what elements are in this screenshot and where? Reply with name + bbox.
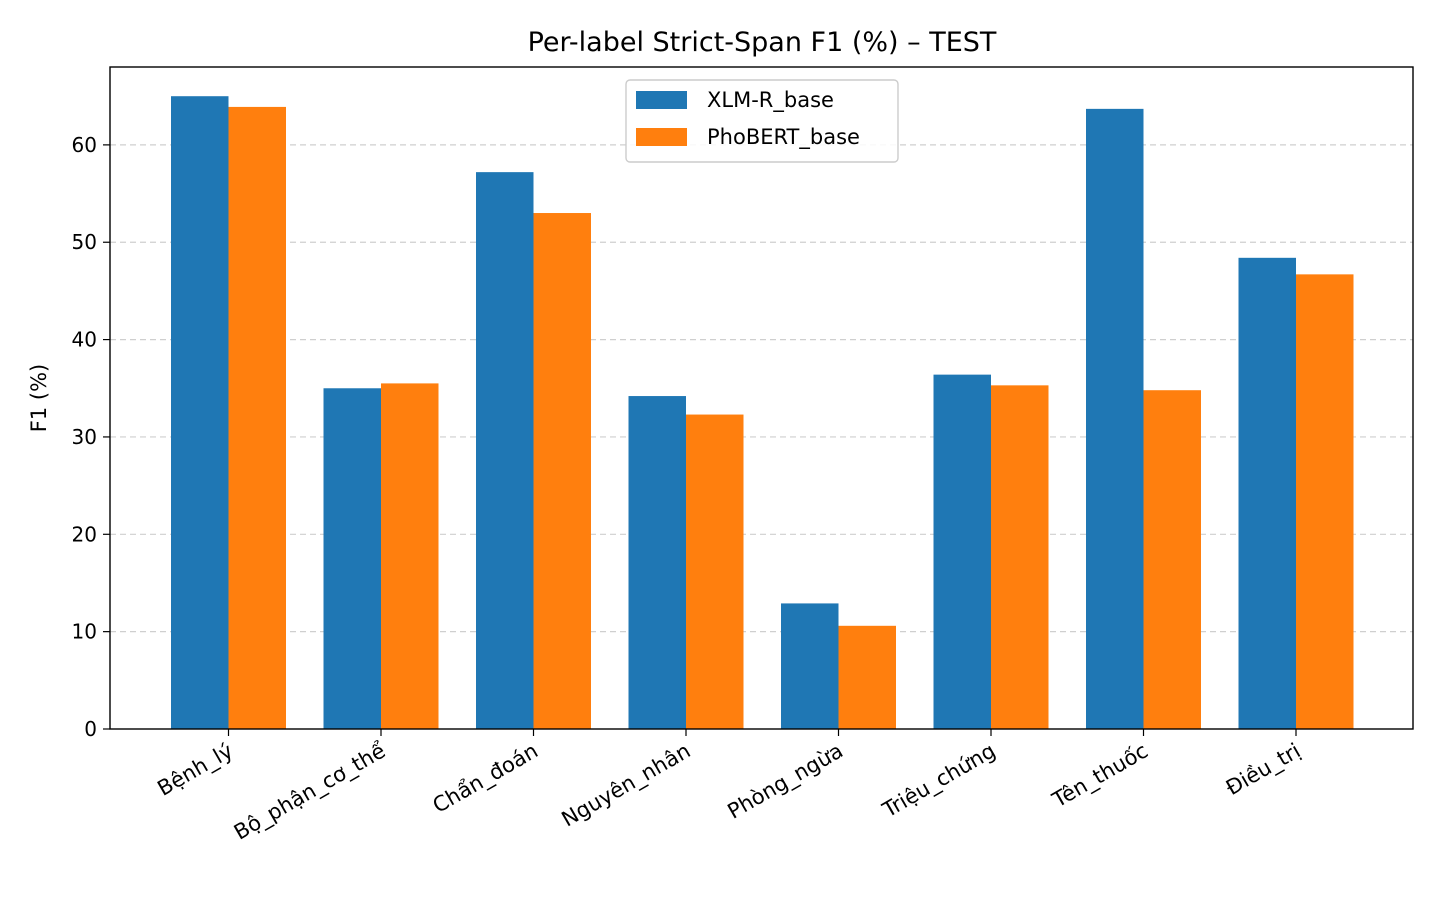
x-tick-label: Bộ_phận_cơ_thể: [230, 739, 390, 846]
y-tick-label: 10: [72, 620, 97, 644]
bar-xlmr: [476, 172, 534, 729]
bar-xlmr: [171, 96, 229, 730]
y-tick-label: 50: [72, 230, 97, 254]
legend-swatch: [636, 128, 687, 146]
x-tick-label: Phòng_ngừa: [723, 739, 847, 825]
x-tick-label: Bệnh_lý: [153, 739, 237, 802]
bar-phobert: [381, 383, 439, 729]
bar-phobert: [838, 625, 896, 729]
legend-swatch: [636, 91, 687, 109]
bar-xlmr: [781, 603, 839, 729]
bar-phobert: [1296, 274, 1354, 729]
bar-phobert: [1143, 390, 1201, 729]
y-tick-label: 40: [72, 328, 97, 352]
bar-phobert: [686, 414, 744, 729]
bar-xlmr: [1086, 108, 1144, 730]
bar-xlmr: [628, 396, 686, 729]
bar-xlmr: [1238, 257, 1296, 729]
y-tick-label: 20: [72, 522, 97, 546]
legend-box: [625, 79, 899, 163]
bar-xlmr: [933, 374, 991, 729]
y-axis: 0 10 20 30 40 50 60: [72, 133, 110, 741]
legend-label: PhoBERT_base: [707, 125, 860, 150]
bar-phobert: [228, 106, 286, 730]
bar-phobert: [533, 213, 591, 729]
y-tick-label: 30: [72, 425, 97, 449]
x-tick-label: Triệu_chứng: [878, 739, 1000, 824]
bar-xlmr: [323, 388, 381, 729]
chart-title: Per-label Strict-Span F1 (%) – TEST: [528, 27, 997, 58]
grid-layer: [110, 144, 1413, 633]
bars-layer: [171, 96, 1354, 730]
y-tick-label: 0: [84, 717, 97, 741]
y-tick-label: 60: [72, 133, 97, 157]
x-tick-label: Điều_trị: [1222, 739, 1305, 801]
x-tick-label: Tên_thuốc: [1047, 739, 1152, 814]
bar-phobert: [991, 385, 1049, 729]
x-tick-label: Nguyên_nhân: [558, 739, 695, 833]
legend-label: XLM-R_base: [707, 88, 834, 113]
x-tick-label: Chẩn_đoán: [429, 739, 543, 819]
legend: XLM-R_base PhoBERT_base: [625, 79, 899, 163]
y-axis-label: F1 (%): [27, 364, 51, 432]
plot-frame: [109, 66, 1414, 730]
